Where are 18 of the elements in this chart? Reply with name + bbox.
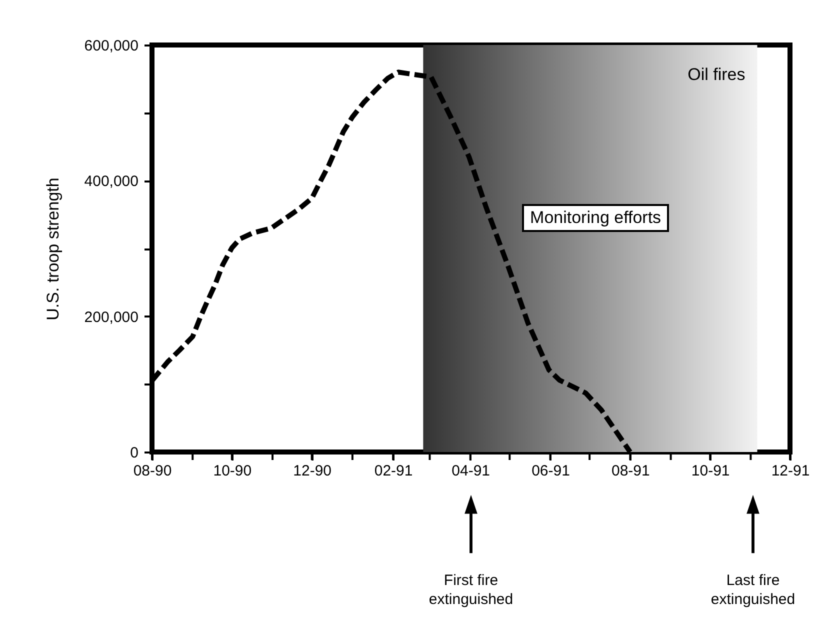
x-tick-label: 12-91 <box>771 462 810 480</box>
y-tick-label: 200,000 <box>84 308 138 326</box>
x-tick-label: 02-91 <box>374 462 413 480</box>
y-tick-label: 600,000 <box>84 38 138 54</box>
x-tick-label: 08-90 <box>133 462 172 480</box>
annotation: Monitoring efforts <box>522 204 670 232</box>
x-tick-label: 04-91 <box>452 462 490 480</box>
x-tick-label: 08-91 <box>611 462 650 480</box>
x-tick-label: 06-91 <box>532 462 570 480</box>
x-tick-label: 10-90 <box>213 462 252 480</box>
text: First fire extinguished <box>428 572 514 608</box>
text: Last fire extinguished <box>710 572 796 608</box>
band-label: Oil fires <box>688 65 746 84</box>
x-tick-label: 10-91 <box>691 462 730 480</box>
y-tick-label: 0 <box>130 444 138 462</box>
x-tick-label: 12-90 <box>293 462 332 480</box>
y-axis-title: U.S. troop strength <box>43 178 62 320</box>
y-tick-label: 400,000 <box>84 173 138 190</box>
